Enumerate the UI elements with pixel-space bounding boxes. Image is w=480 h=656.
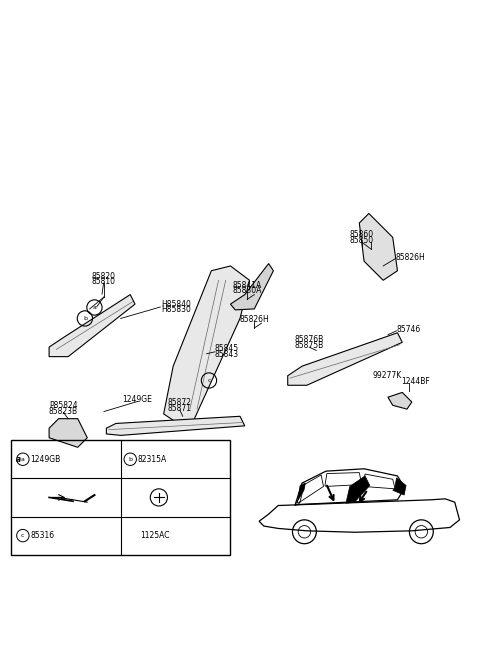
Text: 1125AC: 1125AC: [140, 531, 169, 540]
Text: 85820: 85820: [92, 272, 116, 281]
Polygon shape: [164, 266, 250, 423]
Text: 85823B: 85823B: [49, 407, 78, 415]
Polygon shape: [288, 333, 402, 385]
Text: 85841A: 85841A: [232, 281, 262, 289]
Text: 85830A: 85830A: [232, 286, 262, 295]
Text: 85316: 85316: [30, 531, 54, 540]
Polygon shape: [393, 478, 406, 495]
Text: 85872: 85872: [168, 398, 192, 407]
Polygon shape: [230, 264, 274, 310]
Text: 85746: 85746: [396, 325, 421, 334]
Text: b: b: [83, 316, 87, 321]
Text: 85826H: 85826H: [395, 253, 425, 262]
Text: 85845: 85845: [215, 344, 239, 354]
Text: a: a: [93, 305, 96, 310]
Text: a: a: [16, 455, 21, 464]
Text: 85871: 85871: [168, 404, 192, 413]
Polygon shape: [107, 417, 245, 436]
Text: 1244BF: 1244BF: [401, 377, 430, 386]
Text: 99277K: 99277K: [372, 371, 402, 380]
Polygon shape: [346, 476, 370, 503]
Text: 85860: 85860: [349, 230, 374, 239]
Text: c: c: [21, 533, 24, 538]
Polygon shape: [296, 483, 305, 503]
Text: 85826H: 85826H: [240, 316, 269, 324]
Text: 85876B: 85876B: [295, 335, 324, 344]
Text: 85850: 85850: [349, 236, 374, 245]
Polygon shape: [49, 419, 87, 447]
Text: P85824: P85824: [49, 401, 78, 410]
Text: H85830: H85830: [161, 305, 191, 314]
Text: 1249GE: 1249GE: [122, 395, 152, 404]
Text: a: a: [21, 457, 25, 462]
Polygon shape: [388, 392, 412, 409]
Text: b: b: [128, 457, 132, 462]
Text: H85840: H85840: [161, 300, 191, 308]
Text: 85843: 85843: [215, 350, 239, 359]
Text: 82315A: 82315A: [137, 455, 167, 464]
Text: c: c: [207, 378, 211, 383]
Text: 85810: 85810: [92, 277, 116, 286]
Text: 1249GB: 1249GB: [30, 455, 60, 464]
Text: 85875B: 85875B: [295, 341, 324, 350]
Polygon shape: [360, 213, 397, 280]
Polygon shape: [49, 295, 135, 357]
